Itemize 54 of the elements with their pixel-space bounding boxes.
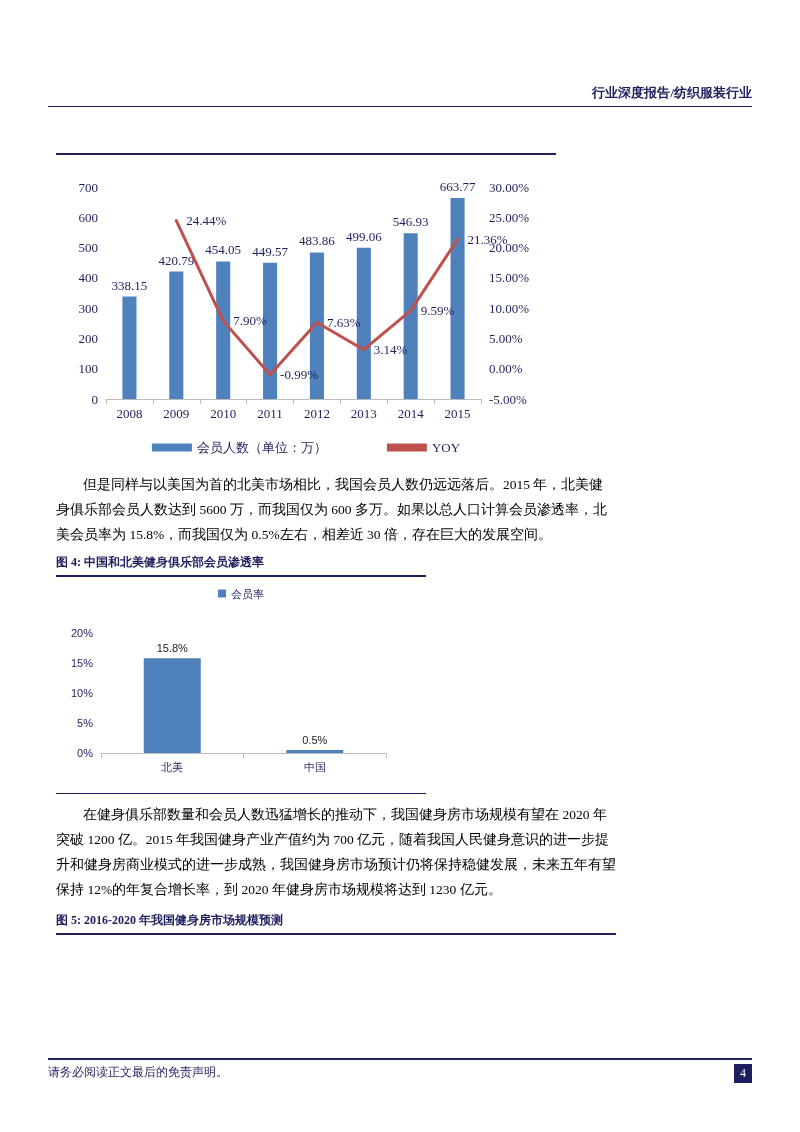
x-tick-label: 北美 [161,760,184,773]
y-tick-label: 5% [77,717,94,729]
x-tick-label: 2013 [350,406,377,421]
x-tick-label: 2014 [397,406,425,421]
text: 行业深度报告/纺织服装行业 [592,84,752,102]
text: 4 [734,1064,752,1083]
text: 但是同样与以美国为首的北美市场相比，我国会员人数仍远远落后。2015 年，北美健身俱乐部会员人数达到 5600 万，而我国仅为 600 多万。如果以总人口计算会员渗透率，北美会员率为 15.8%，而我国仅为 0.5%左右，相差近 30 倍，存在巨大的发展空间。 [56,476,608,544]
y-tick-label: 15% [70,657,94,669]
data-label: 499.06 [345,228,383,244]
legend-label: 会员人数（单位：万） [196,440,327,455]
data-label: 663.77 [439,178,476,194]
chart-title: 图 4: 中国和北美健身俱乐部会员渗透率 [56,554,426,577]
bar [216,261,231,399]
y-tick-label: 500 [78,240,98,256]
x-tick-label: 2015 [444,406,471,421]
y2-tick-label: 5.00% [489,330,523,346]
bar [122,296,137,399]
text: 在健身俱乐部数量和会员人数迅猛增长的推动下，我国健身房市场规模有望在 2020 年突破 1200 亿。2015 年我国健身产业产值约为 700 亿元，随着我国人民健身意识的进一步提升和健身房商业模式的进一步成熟，我国健身房市场预计仍将保持稳健发展，未来五年有望保持 12%的年复合增长率，到 2020 年健身房市场规模将达到 1230 亿元。 [56,806,616,899]
y2-tick-label: 0.00% [489,361,523,377]
y2-tick-label: 15.00% [489,270,530,286]
y-tick-label: 700 [78,179,98,195]
y2-tick-label: 25.00% [489,209,530,225]
y-tick-label: 0% [77,747,94,759]
data-label: 15.8% [156,641,189,654]
data-label: 0.5% [302,733,328,746]
y-tick-label: 20% [70,627,94,639]
y-tick-label: 0 [91,391,98,407]
x-tick-label: 2009 [163,406,190,421]
y-tick-label: 100 [78,361,98,377]
x-tick-label: 2011 [257,406,283,421]
legend-label: YOY [431,440,461,455]
y-tick-label: 200 [78,330,98,346]
legend-label: 会员率 [231,587,264,600]
bar [169,271,184,399]
y2-tick-label: -5.00% [489,391,528,407]
x-tick-label: 2012 [303,406,330,421]
y2-tick-label: 10.00% [489,300,530,316]
data-label: 338.15 [111,277,148,293]
data-label: 24.44% [186,213,227,229]
y-tick-label: 600 [78,209,98,225]
x-tick-label: 2008 [116,406,143,421]
text: 请务必阅读正文最后的免责声明。 [48,1065,228,1079]
caption: 图 5: 2016-2020 年我国健身房市场规模预测 [56,912,616,935]
x-tick-label: 中国 [303,760,326,773]
x-tick-label: 2010 [210,406,237,421]
data-label: 449.57 [252,243,289,259]
data-label: 420.79 [158,252,195,268]
y-tick-label: 400 [78,270,98,286]
y-tick-label: 10% [70,687,94,699]
data-label: 454.05 [205,242,242,258]
data-label: 546.93 [392,214,429,230]
data-label: 483.86 [299,233,336,249]
y-tick-label: 300 [78,300,98,316]
y2-tick-label: 30.00% [489,179,530,195]
